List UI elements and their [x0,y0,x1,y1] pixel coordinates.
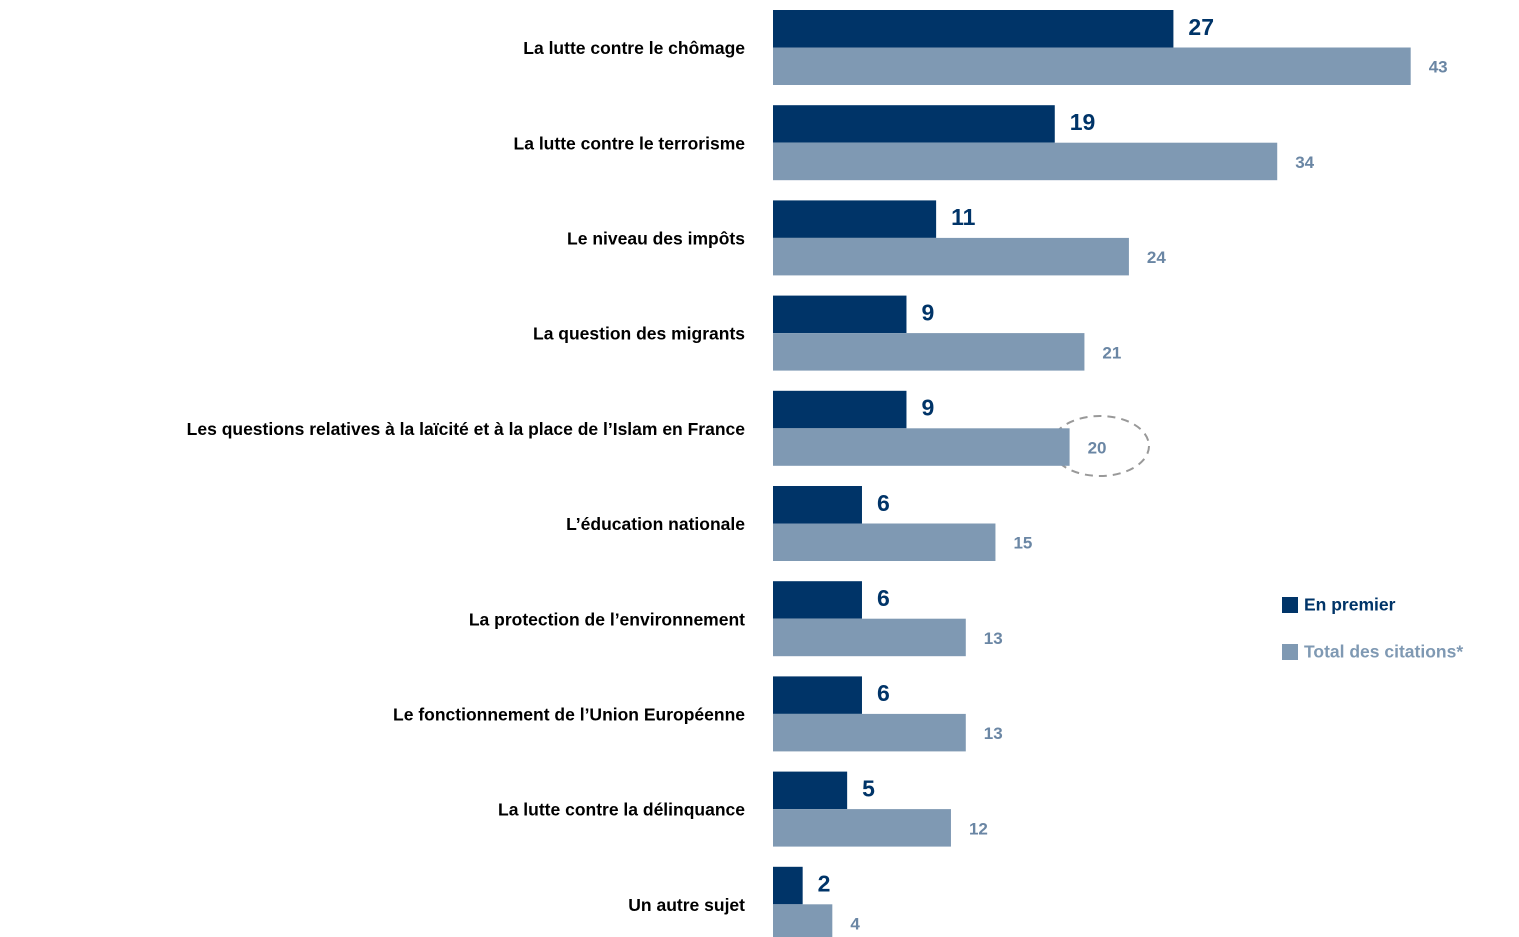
value-label: 6 [877,585,890,611]
bar [773,581,862,619]
value-label: 5 [862,775,875,801]
category-label: L’éducation nationale [566,514,745,534]
bar [773,676,862,714]
category-label: Le fonctionnement de l’Union Européenne [393,705,745,725]
value-label: 4 [850,915,860,934]
bar [773,809,951,847]
bar [773,904,833,937]
bar [773,866,803,905]
value-label: 13 [984,629,1003,648]
bar [773,47,1411,85]
category-label: Le niveau des impôts [567,229,745,249]
value-label: 9 [921,395,934,421]
value-label: 13 [984,724,1003,743]
category-label: La question des migrants [533,324,745,344]
category-label: La lutte contre la délinquance [498,800,745,820]
legend-swatch [1282,644,1298,660]
value-label: 11 [951,204,976,230]
category-label: La lutte contre le chômage [523,38,745,58]
bar [773,200,937,238]
value-label: 21 [1102,343,1121,362]
value-label: 24 [1147,248,1166,267]
value-label: 15 [1013,534,1032,553]
bar [773,142,1278,181]
bar [773,295,907,334]
bar [773,486,862,524]
value-label: 12 [969,819,988,838]
value-label: 2 [818,871,831,897]
category-label: Les questions relatives à la laïcité et … [187,419,746,439]
bar [773,428,1070,466]
value-label: 20 [1088,439,1107,458]
bar [773,390,907,429]
category-label: La protection de l’environnement [469,609,745,629]
value-label: 34 [1295,153,1314,172]
bar [773,618,966,657]
value-label: 43 [1429,58,1448,77]
bar [773,333,1085,371]
value-label: 6 [877,490,890,516]
value-label: 19 [1070,109,1096,135]
legend-swatch [1282,597,1298,613]
value-label: 6 [877,680,890,706]
category-label: Un autre sujet [628,895,745,915]
highlight-ellipse [1050,415,1150,477]
legend-label: Total des citations* [1304,642,1463,662]
category-label: La lutte contre le terrorisme [514,133,746,153]
bar [773,713,966,752]
value-label: 27 [1188,14,1214,40]
bar [773,771,848,810]
legend-label: En premier [1304,595,1396,615]
value-label: 9 [921,299,934,325]
bar [773,523,996,561]
bar [773,237,1129,276]
bar [773,105,1055,143]
bar [773,10,1174,48]
